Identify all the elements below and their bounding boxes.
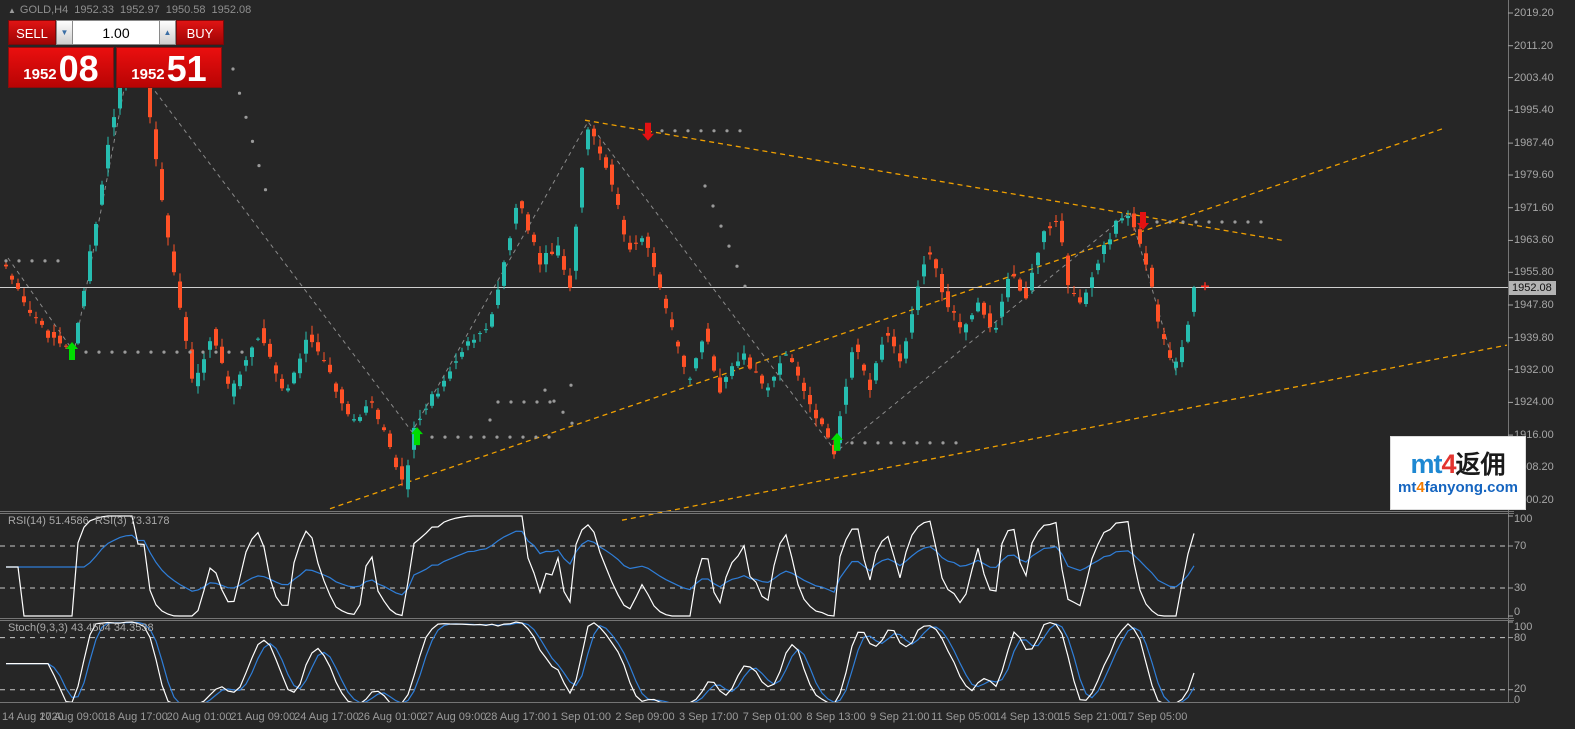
indicator-axis-label: 80	[1514, 632, 1527, 644]
indicator-axis-label: 100	[1514, 513, 1533, 525]
ask-price-prefix: 1952	[131, 66, 165, 83]
time-axis-label: 1 Sep 01:00	[551, 711, 611, 723]
ask-price-digits: 51	[166, 48, 207, 89]
trendlines	[329, 119, 1508, 521]
stoch-main-line	[6, 621, 1195, 703]
sell-button[interactable]: SELL	[8, 20, 56, 45]
price-axis-label: 2011.20	[1514, 40, 1553, 52]
price-axis-label: 1947.80	[1514, 299, 1554, 311]
bid-price-digits: 08	[58, 48, 99, 89]
buy-signal-arrow-icon	[66, 342, 78, 361]
price-axis-label: 1963.60	[1514, 234, 1554, 246]
time-axis-label: 3 Sep 17:00	[679, 711, 739, 723]
time-axis-label: 28 Aug 17:00	[485, 711, 551, 723]
sell-signal-arrow-icon	[1137, 211, 1149, 230]
time-axis-label: 17 Aug 09:00	[39, 711, 105, 723]
stoch-indicator-label: Stoch(9,3,3) 43.4504 34.3538	[8, 622, 154, 634]
price-axis-label: 1971.60	[1514, 202, 1554, 214]
stoch-signal-line	[6, 621, 1195, 703]
ask-quote-button[interactable]: 1952 51	[116, 47, 222, 88]
price-axis-label: 1924.00	[1514, 396, 1554, 408]
rsi14-value: 51.4586	[48, 515, 89, 527]
time-axis-label: 7 Sep 01:00	[742, 711, 803, 723]
sell-signal-arrow-icon	[642, 122, 654, 141]
stoch-signal-value: 34.3538	[113, 622, 154, 634]
time-axis-label: 2 Sep 09:00	[615, 711, 675, 723]
time-axis-label: 14 Aug 2020	[2, 711, 64, 723]
one-click-trading-panel: SELL ▼ ▲ BUY 1952 08 1952 51	[8, 20, 224, 88]
zigzag-line	[7, 56, 1177, 453]
candlesticks	[4, 58, 1196, 498]
buy-button[interactable]: BUY	[176, 20, 224, 45]
bid-price-prefix: 1952	[23, 66, 57, 83]
price-axis-label: 2003.40	[1514, 72, 1554, 84]
buy-signal-arrow-icon	[411, 427, 423, 446]
watermark-logo: mt4返佣 mt4fanyong.com	[1390, 436, 1526, 510]
buy-signal-arrow-icon	[831, 432, 843, 451]
volume-increase-button[interactable]: ▲	[159, 20, 176, 45]
bid-quote-button[interactable]: 1952 08	[8, 47, 114, 88]
indicator-axis-label: 30	[1514, 582, 1527, 594]
time-axis-label: 14 Sep 13:00	[994, 711, 1060, 723]
volume-input[interactable]	[73, 20, 159, 45]
last-tick-cross-icon	[1201, 282, 1209, 291]
rsi3-value: 73.3178	[129, 515, 170, 527]
indicator-level-lines	[0, 545, 1508, 691]
time-axis-label: 17 Sep 05:00	[1121, 711, 1188, 723]
chart-canvas[interactable]	[0, 0, 1575, 703]
time-axis-label: 18 Aug 17:00	[102, 711, 168, 723]
rsi3-line	[6, 515, 1195, 617]
watermark-brand: mt4返佣	[1410, 448, 1506, 479]
price-axis-label: 1987.40	[1514, 137, 1554, 149]
time-axis-label: 9 Sep 21:00	[870, 711, 930, 723]
stoch-main-value: 43.4504	[70, 622, 111, 634]
price-axis-label: 1939.80	[1514, 332, 1554, 344]
price-axis-label: 1955.80	[1514, 266, 1554, 278]
time-axis-label: 15 Sep 21:00	[1058, 711, 1124, 723]
time-axis-label: 24 Aug 17:00	[294, 711, 359, 723]
indicator-axis-label: 70	[1514, 540, 1527, 552]
current-price-tag: 1952.08	[1509, 281, 1556, 295]
time-axis-label: 20 Aug 01:00	[166, 711, 232, 723]
time-axis-label: 8 Sep 13:00	[806, 711, 866, 723]
price-axis-label: 1995.40	[1514, 104, 1554, 116]
indicator-axis-label: 20	[1514, 683, 1527, 695]
watermark-site: mt4fanyong.com	[1397, 478, 1519, 496]
chevron-down-icon: ▼	[60, 28, 69, 37]
rsi14-line	[6, 530, 1195, 596]
window-splitters[interactable]	[0, 511, 1514, 703]
axis-ticks	[1508, 12, 1513, 691]
time-axis-label: 26 Aug 01:00	[357, 711, 423, 723]
price-axis-label: 1979.60	[1514, 169, 1554, 181]
indicator-axis-label: 0	[1514, 606, 1521, 618]
price-axis-label: 2019.20	[1514, 7, 1554, 19]
time-axis-label: 27 Aug 09:00	[421, 711, 487, 723]
time-axis-label: 21 Aug 09:00	[230, 711, 296, 723]
rsi-indicator-label: RSI(14) 51.4586 RSI(3) 73.3178	[8, 515, 170, 527]
price-axis-label: 1932.00	[1514, 364, 1554, 376]
indicator-axis-label: 100	[1514, 621, 1533, 633]
volume-decrease-button[interactable]: ▼	[56, 20, 73, 45]
chevron-up-icon: ▲	[163, 28, 172, 37]
time-axis-label: 11 Sep 05:00	[931, 711, 996, 723]
signal-dots	[4, 67, 1263, 445]
indicator-axis-label: 0	[1514, 694, 1521, 706]
